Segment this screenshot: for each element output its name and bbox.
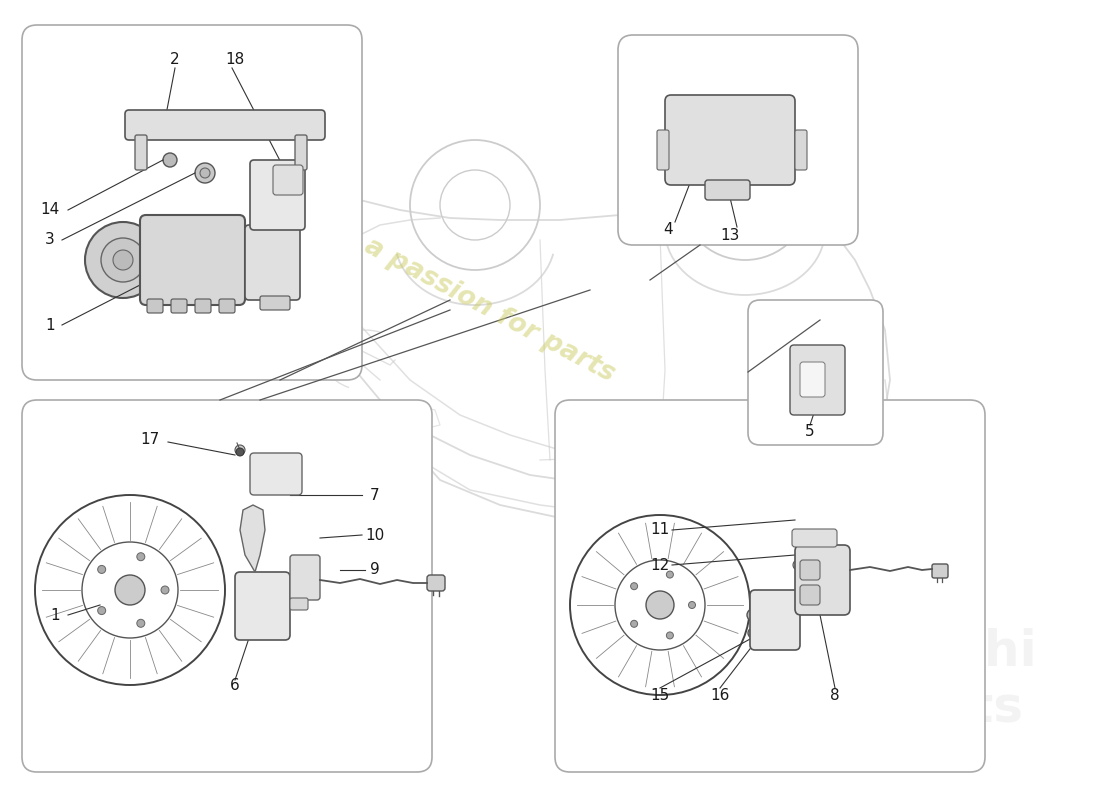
Polygon shape (240, 505, 265, 572)
Text: delphi
parts: delphi parts (862, 628, 1038, 732)
Text: 18: 18 (226, 53, 244, 67)
FancyBboxPatch shape (666, 95, 795, 185)
Circle shape (630, 582, 638, 590)
Circle shape (98, 566, 106, 574)
Text: 14: 14 (41, 202, 59, 218)
FancyBboxPatch shape (748, 300, 883, 445)
Circle shape (748, 628, 758, 638)
Circle shape (195, 163, 214, 183)
Circle shape (793, 560, 803, 570)
Circle shape (689, 602, 695, 609)
FancyBboxPatch shape (618, 35, 858, 245)
Circle shape (747, 609, 759, 621)
Text: 1: 1 (45, 318, 55, 333)
Text: a passion for parts: a passion for parts (361, 233, 619, 387)
FancyBboxPatch shape (705, 180, 750, 200)
Circle shape (136, 619, 145, 627)
Text: 13: 13 (720, 227, 739, 242)
FancyBboxPatch shape (800, 362, 825, 397)
Circle shape (755, 600, 795, 640)
Circle shape (235, 445, 245, 455)
FancyBboxPatch shape (800, 585, 820, 605)
FancyBboxPatch shape (195, 299, 211, 313)
Text: 5: 5 (805, 425, 815, 439)
FancyBboxPatch shape (245, 225, 300, 300)
Circle shape (240, 583, 284, 627)
FancyBboxPatch shape (140, 215, 245, 305)
FancyBboxPatch shape (250, 160, 305, 230)
Circle shape (85, 222, 161, 298)
Text: 3: 3 (45, 233, 55, 247)
Text: 11: 11 (650, 522, 670, 538)
FancyBboxPatch shape (250, 453, 303, 495)
Text: 16: 16 (711, 687, 729, 702)
Circle shape (720, 185, 730, 195)
Circle shape (279, 181, 287, 189)
FancyBboxPatch shape (22, 400, 432, 772)
Circle shape (289, 172, 295, 178)
Text: 6: 6 (230, 678, 240, 693)
FancyBboxPatch shape (795, 130, 807, 170)
Circle shape (101, 238, 145, 282)
Text: 17: 17 (141, 433, 160, 447)
Circle shape (200, 168, 210, 178)
Circle shape (236, 448, 244, 456)
FancyBboxPatch shape (295, 135, 307, 170)
FancyBboxPatch shape (219, 299, 235, 313)
FancyBboxPatch shape (290, 598, 308, 610)
Circle shape (261, 462, 285, 486)
Circle shape (136, 553, 145, 561)
FancyBboxPatch shape (750, 590, 800, 650)
FancyBboxPatch shape (170, 299, 187, 313)
FancyBboxPatch shape (273, 165, 303, 195)
Circle shape (667, 632, 673, 639)
Text: 15: 15 (650, 687, 670, 702)
FancyBboxPatch shape (125, 110, 324, 140)
Circle shape (113, 250, 133, 270)
Text: 10: 10 (365, 527, 385, 542)
FancyBboxPatch shape (657, 130, 669, 170)
Circle shape (116, 575, 145, 605)
FancyBboxPatch shape (792, 529, 837, 547)
Circle shape (161, 586, 169, 594)
FancyBboxPatch shape (427, 575, 446, 591)
Circle shape (646, 591, 674, 619)
Circle shape (630, 620, 638, 627)
Circle shape (667, 571, 673, 578)
FancyBboxPatch shape (135, 135, 147, 170)
FancyBboxPatch shape (290, 555, 320, 600)
FancyBboxPatch shape (932, 564, 948, 578)
FancyBboxPatch shape (260, 296, 290, 310)
FancyBboxPatch shape (22, 25, 362, 380)
FancyBboxPatch shape (795, 545, 850, 615)
Circle shape (836, 361, 844, 369)
FancyBboxPatch shape (800, 560, 820, 580)
Text: 9: 9 (370, 562, 379, 578)
Text: 7: 7 (371, 487, 380, 502)
FancyBboxPatch shape (790, 345, 845, 415)
Circle shape (163, 153, 177, 167)
Text: 1: 1 (51, 607, 59, 622)
FancyBboxPatch shape (147, 299, 163, 313)
FancyBboxPatch shape (556, 400, 984, 772)
Circle shape (817, 400, 827, 410)
Text: 12: 12 (650, 558, 670, 573)
Text: 2: 2 (170, 53, 179, 67)
FancyBboxPatch shape (235, 572, 290, 640)
Text: 8: 8 (830, 687, 839, 702)
Text: 4: 4 (663, 222, 673, 238)
Circle shape (98, 606, 106, 614)
